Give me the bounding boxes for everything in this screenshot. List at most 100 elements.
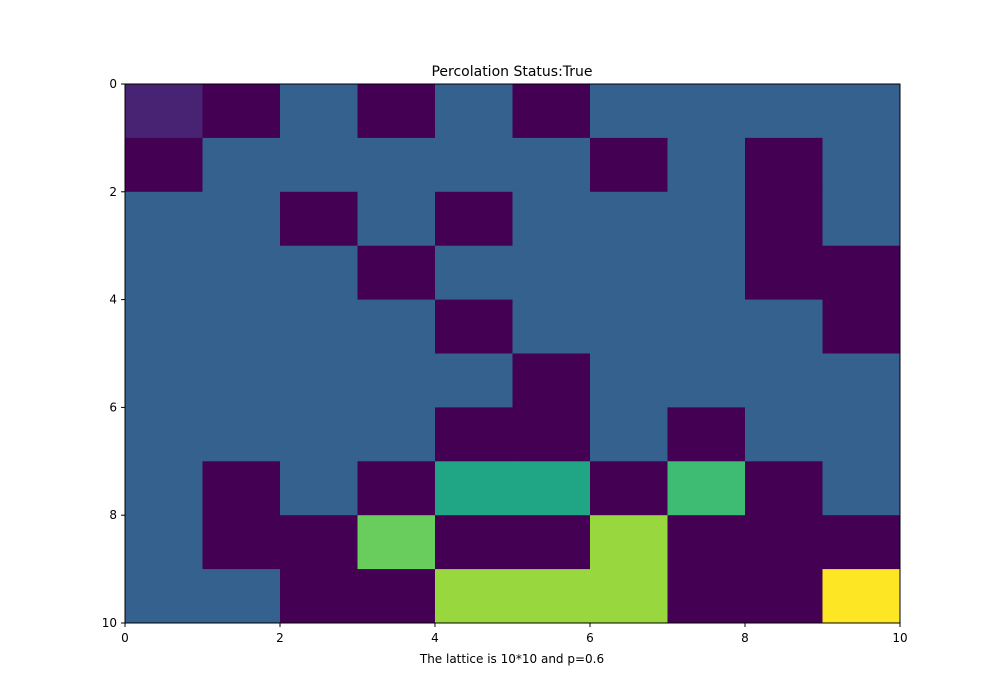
heatmap-cell <box>745 84 823 139</box>
heatmap-cell <box>357 569 436 624</box>
heatmap-cells <box>125 84 901 624</box>
heatmap-cell <box>202 299 281 354</box>
heatmap-cell <box>745 407 823 462</box>
heatmap-cell <box>357 245 436 301</box>
heatmap-cell <box>745 245 823 301</box>
heatmap-cell <box>202 569 281 624</box>
heatmap-cell <box>512 461 591 516</box>
heatmap-cell <box>435 353 513 408</box>
heatmap-cell <box>202 407 281 462</box>
heatmap-cell <box>125 407 203 462</box>
heatmap-cell <box>822 515 901 570</box>
heatmap-cell <box>822 84 901 139</box>
heatmap-cell <box>202 353 281 408</box>
heatmap-cell <box>667 569 746 624</box>
heatmap-cell <box>822 353 901 408</box>
heatmap-cell <box>435 299 513 354</box>
heatmap-cell <box>435 407 513 462</box>
heatmap-cell <box>280 137 358 193</box>
heatmap-cell <box>357 299 436 354</box>
heatmap-cell <box>435 191 513 247</box>
heatmap-cell <box>590 407 668 462</box>
y-tick-label: 10 <box>102 616 117 630</box>
heatmap-cell <box>822 569 901 624</box>
heatmap-cell <box>822 299 901 354</box>
heatmap-cell <box>357 137 436 193</box>
heatmap-cell <box>822 461 901 516</box>
heatmap-cell <box>357 353 436 408</box>
heatmap-cell <box>125 191 203 247</box>
y-tick-label: 0 <box>109 77 117 91</box>
y-tick-label: 8 <box>109 508 117 522</box>
heatmap-cell <box>512 407 591 462</box>
heatmap-cell <box>125 299 203 354</box>
heatmap-cell <box>590 515 668 570</box>
heatmap-cell <box>202 137 281 193</box>
heatmap-cell <box>667 407 746 462</box>
heatmap-cell <box>357 515 436 570</box>
heatmap-cell <box>125 569 203 624</box>
heatmap-cell <box>202 191 281 247</box>
heatmap-cell <box>512 191 591 247</box>
heatmap-cell <box>435 515 513 570</box>
heatmap-cell <box>435 569 513 624</box>
heatmap-cell <box>125 137 203 193</box>
heatmap-cell <box>745 515 823 570</box>
heatmap-cell <box>512 245 591 301</box>
x-tick-label: 8 <box>741 631 749 645</box>
heatmap-cell <box>280 299 358 354</box>
heatmap-cell <box>822 137 901 193</box>
heatmap-cell <box>357 191 436 247</box>
heatmap-cell <box>202 461 281 516</box>
heatmap-cell <box>357 407 436 462</box>
heatmap-cell <box>125 245 203 301</box>
y-axis: 0 2 4 6 8 10 <box>102 77 125 630</box>
heatmap-cell <box>280 353 358 408</box>
x-tick-label: 0 <box>121 631 129 645</box>
heatmap-cell <box>512 569 591 624</box>
heatmap-cell <box>512 84 591 139</box>
heatmap-cell <box>202 84 281 139</box>
y-tick-label: 6 <box>109 400 117 414</box>
heatmap-cell <box>125 84 203 139</box>
x-tick-label: 2 <box>276 631 284 645</box>
heatmap-cell <box>590 299 668 354</box>
heatmap-cell <box>280 461 358 516</box>
x-tick-label: 4 <box>431 631 439 645</box>
heatmap-cell <box>590 569 668 624</box>
heatmap-cell <box>745 569 823 624</box>
heatmap-cell <box>435 461 513 516</box>
heatmap-cell <box>667 84 746 139</box>
heatmap-cell <box>202 245 281 301</box>
heatmap-cell <box>280 569 358 624</box>
plot-frame <box>124 83 901 624</box>
heatmap-cell <box>512 353 591 408</box>
heatmap-cell <box>435 137 513 193</box>
heatmap-cell <box>667 353 746 408</box>
heatmap-cell <box>590 461 668 516</box>
x-tick-label: 10 <box>892 631 907 645</box>
heatmap-cell <box>435 84 513 139</box>
heatmap-cell <box>435 245 513 301</box>
heatmap-cell <box>280 515 358 570</box>
heatmap-cell <box>357 84 436 139</box>
y-tick-label: 4 <box>109 293 117 307</box>
heatmap-cell <box>280 407 358 462</box>
heatmap-cell <box>667 245 746 301</box>
heatmap-cell <box>745 137 823 193</box>
heatmap-cell <box>125 461 203 516</box>
heatmap-cell <box>280 191 358 247</box>
heatmap-cell <box>745 461 823 516</box>
heatmap-cell <box>202 515 281 570</box>
x-tick-label: 6 <box>586 631 594 645</box>
heatmap-cell <box>590 353 668 408</box>
x-axis: 0 2 4 6 8 10 <box>121 623 908 645</box>
heatmap-cell <box>667 461 746 516</box>
heatmap-cell <box>822 191 901 247</box>
heatmap-cell <box>125 353 203 408</box>
heatmap-cell <box>512 299 591 354</box>
heatmap-cell <box>745 191 823 247</box>
chart-title: Percolation Status:True <box>431 64 592 80</box>
heatmap-cell <box>590 84 668 139</box>
